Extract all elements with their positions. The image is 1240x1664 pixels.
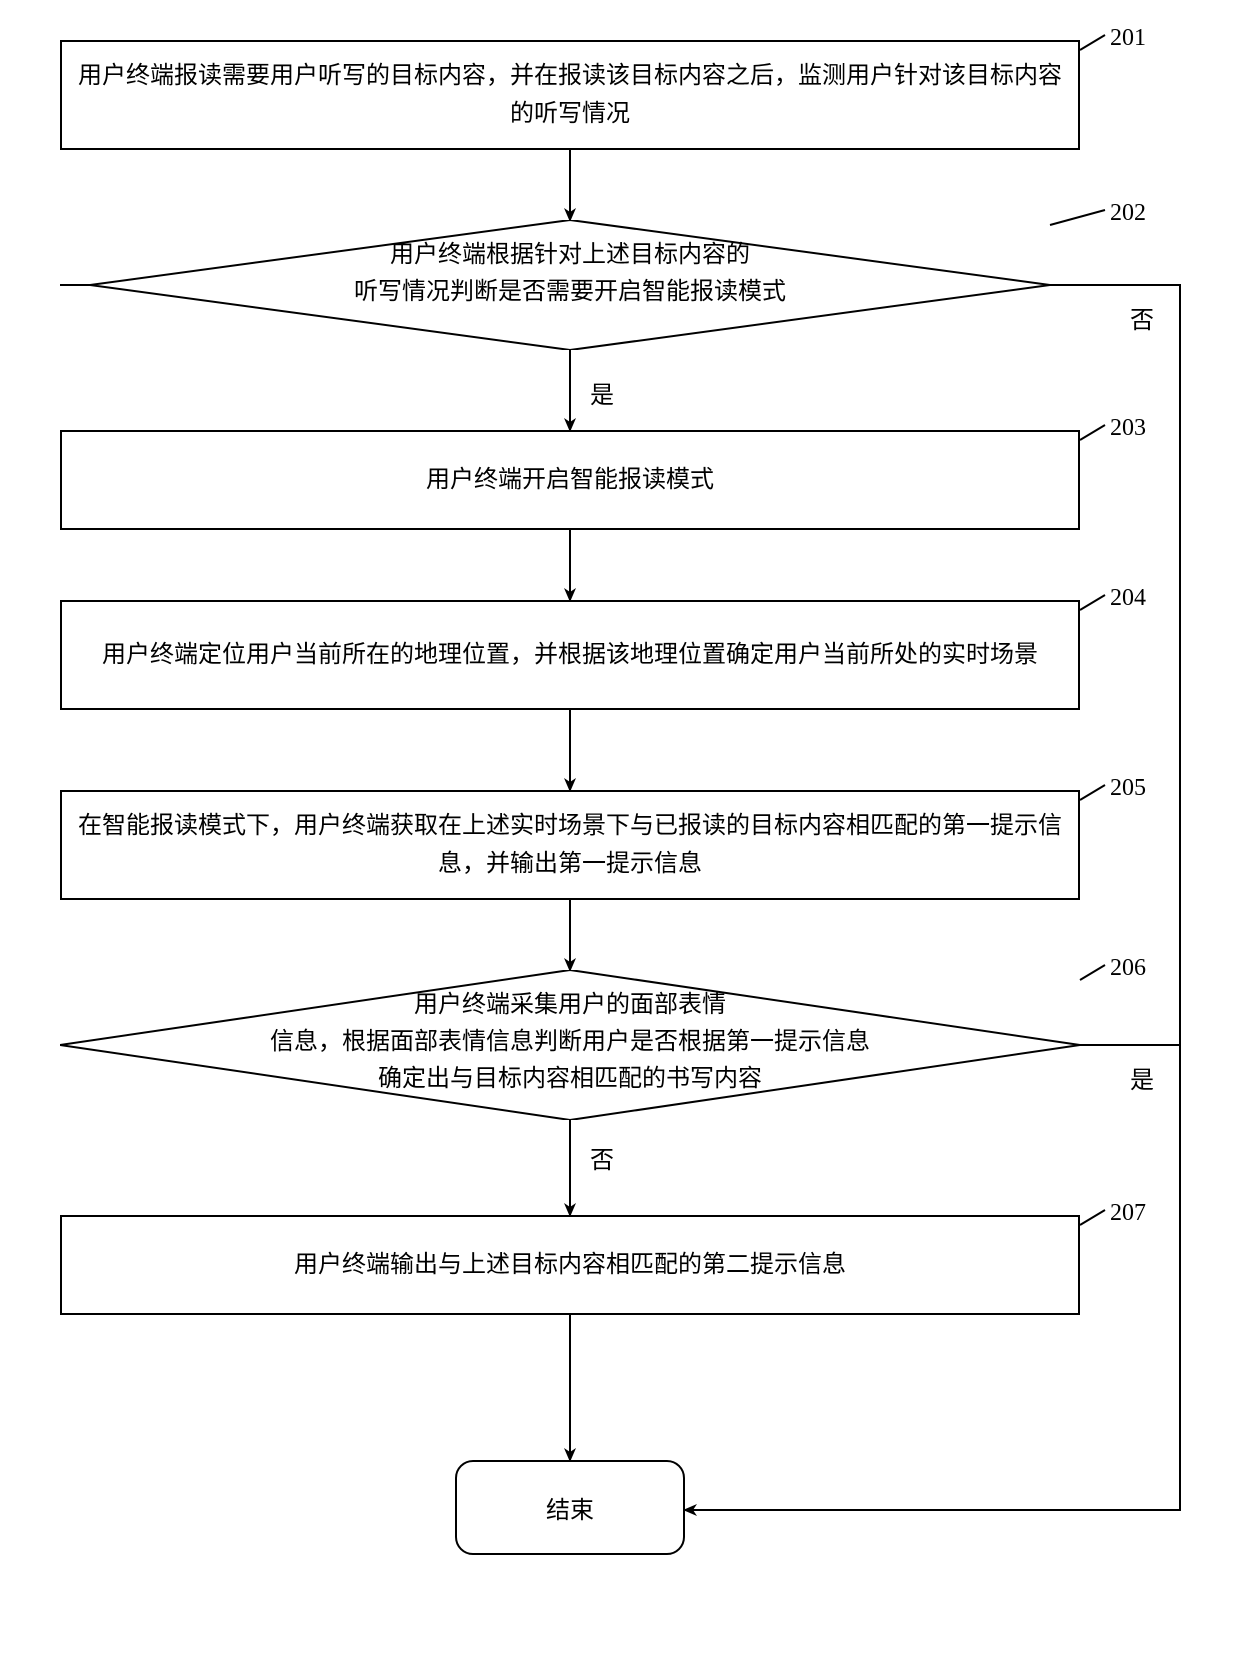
step-204-text: 用户终端定位用户当前所在的地理位置，并根据该地理位置确定用户当前所处的实时场景 bbox=[102, 636, 1038, 674]
step-201-box: 用户终端报读需要用户听写的目标内容，并在报读该目标内容之后，监测用户针对该目标内… bbox=[60, 40, 1080, 150]
decision-206-line1: 用户终端采集用户的面部表情 bbox=[414, 992, 726, 1018]
step-num-204: 204 bbox=[1110, 585, 1146, 612]
decision-202-line2: 听写情况判断是否需要开启智能报读模式 bbox=[354, 279, 786, 305]
decision-202-text: 用户终端根据针对上述目标内容的 听写情况判断是否需要开启智能报读模式 bbox=[90, 237, 1050, 311]
decision-202: 用户终端根据针对上述目标内容的 听写情况判断是否需要开启智能报读模式 bbox=[90, 220, 1050, 350]
label-yes-206: 是 bbox=[1130, 1060, 1154, 1095]
step-num-207: 207 bbox=[1110, 1200, 1146, 1227]
end-box: 结束 bbox=[455, 1460, 685, 1555]
step-num-203: 203 bbox=[1110, 415, 1146, 442]
step-207-box: 用户终端输出与上述目标内容相匹配的第二提示信息 bbox=[60, 1215, 1080, 1315]
step-num-206: 206 bbox=[1110, 955, 1146, 982]
step-205-box: 在智能报读模式下，用户终端获取在上述实时场景下与已报读的目标内容相匹配的第一提示… bbox=[60, 790, 1080, 900]
step-num-202: 202 bbox=[1110, 200, 1146, 227]
step-num-201: 201 bbox=[1110, 25, 1146, 52]
step-204-box: 用户终端定位用户当前所在的地理位置，并根据该地理位置确定用户当前所处的实时场景 bbox=[60, 600, 1080, 710]
end-label: 结束 bbox=[546, 1490, 594, 1525]
step-203-box: 用户终端开启智能报读模式 bbox=[60, 430, 1080, 530]
step-num-205: 205 bbox=[1110, 775, 1146, 802]
step-205-text: 在智能报读模式下，用户终端获取在上述实时场景下与已报读的目标内容相匹配的第一提示… bbox=[78, 807, 1062, 884]
decision-206-line3: 确定出与目标内容相匹配的书写内容 bbox=[378, 1066, 762, 1092]
decision-202-line1: 用户终端根据针对上述目标内容的 bbox=[390, 242, 750, 268]
step-203-text: 用户终端开启智能报读模式 bbox=[426, 461, 714, 499]
flowchart-canvas: 用户终端报读需要用户听写的目标内容，并在报读该目标内容之后，监测用户针对该目标内… bbox=[0, 0, 1240, 1664]
step-207-text: 用户终端输出与上述目标内容相匹配的第二提示信息 bbox=[294, 1246, 846, 1284]
decision-206-line2: 信息，根据面部表情信息判断用户是否根据第一提示信息 bbox=[270, 1029, 870, 1055]
label-yes-202: 是 bbox=[590, 375, 614, 410]
decision-206-text: 用户终端采集用户的面部表情 信息，根据面部表情信息判断用户是否根据第一提示信息 … bbox=[60, 987, 1080, 1099]
label-no-202: 否 bbox=[1130, 300, 1154, 335]
decision-206: 用户终端采集用户的面部表情 信息，根据面部表情信息判断用户是否根据第一提示信息 … bbox=[60, 970, 1080, 1120]
step-201-text: 用户终端报读需要用户听写的目标内容，并在报读该目标内容之后，监测用户针对该目标内… bbox=[78, 57, 1062, 134]
label-no-206: 否 bbox=[590, 1140, 614, 1175]
